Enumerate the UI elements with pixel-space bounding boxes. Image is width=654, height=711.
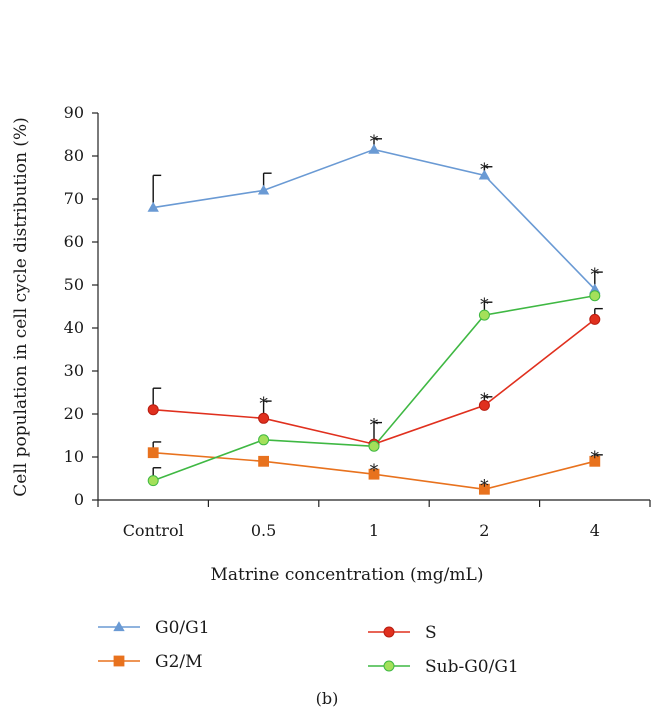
data-point-sub-g0-g1 [478, 309, 490, 321]
significance-star-g0-g1: * [591, 265, 600, 285]
y-tick-label: 70 [64, 189, 84, 208]
y-tick-label: 30 [64, 361, 84, 380]
significance-star-g2-m: * [591, 448, 600, 468]
data-point-s [147, 404, 159, 416]
legend-swatch-marker [383, 660, 395, 672]
data-point-sub-g0-g1 [589, 290, 601, 302]
data-point-g2-m [589, 455, 601, 467]
data-point-sub-g0-g1 [147, 475, 159, 487]
legend-label: Sub-G0/G1 [425, 657, 519, 677]
data-point-g0-g1 [478, 169, 491, 180]
x-tick-label: 1 [369, 521, 379, 540]
significance-star-g2-m: * [480, 476, 489, 496]
legend-label: G0/G1 [155, 618, 210, 638]
x-tick-label: 2 [479, 521, 489, 540]
legend: G0/G1 S G2/M Sub-G0/G1 [98, 618, 519, 677]
data-point-sub-g0-g1 [258, 434, 270, 446]
y-tick-label: 0 [74, 490, 84, 509]
legend-item-sub-g0-g1: Sub-G0/G1 [368, 657, 519, 677]
figure-label: (b) [316, 689, 339, 708]
x-tick-label: 4 [590, 521, 600, 540]
data-point-s [589, 313, 601, 325]
data-point-s [258, 412, 270, 424]
legend-item-s: S [368, 623, 437, 643]
data-point-g2-m [147, 447, 159, 459]
y-tick-label: 10 [64, 447, 84, 466]
significance-star-s: * [259, 394, 268, 414]
significance-markers: * * * * * * * * * * [259, 132, 599, 496]
x-tick-label: Control [123, 521, 184, 540]
y-tick-label: 80 [64, 146, 84, 165]
legend-swatch-marker [383, 626, 395, 638]
significance-star-s: * [370, 416, 379, 436]
x-tick-label: 0.5 [251, 521, 276, 540]
x-axis-title: Matrine concentration (mg/mL) [211, 565, 484, 585]
y-tick-label: 90 [64, 103, 84, 122]
chart-axes: 0 10 20 30 40 50 60 70 80 90 Control 0.5 1 2 4 [64, 103, 651, 540]
legend-label: S [425, 623, 437, 643]
significance-star-g2-m: * [370, 461, 379, 481]
legend-label: G2/M [155, 652, 203, 672]
significance-star-sub-g0-g1: * [480, 295, 489, 315]
y-axis-title: Cell population in cell cycle distributi… [11, 117, 31, 496]
data-point-g2-m [368, 468, 380, 480]
legend-item-g2-m: G2/M [98, 652, 203, 672]
data-point-g0-g1 [257, 184, 270, 195]
data-point-sub-g0-g1 [368, 440, 380, 452]
legend-swatch-marker [113, 655, 125, 667]
data-markers [147, 143, 601, 495]
data-point-s [478, 399, 490, 411]
y-tick-label: 40 [64, 318, 84, 337]
significance-star-g0-g1: * [370, 132, 379, 152]
series-line-sub-g0-g1 [152, 294, 595, 482]
series-line-g0-g1 [153, 148, 596, 290]
legend-swatch-marker [113, 621, 125, 632]
legend-item-g0-g1: G0/G1 [98, 618, 210, 638]
data-point-g0-g1 [368, 143, 380, 154]
significance-star-g0-g1: * [480, 160, 489, 180]
data-point-g2-m [258, 455, 270, 467]
y-tick-label: 60 [64, 232, 84, 251]
y-tick-label: 20 [64, 404, 84, 423]
data-point-g2-m [478, 483, 490, 495]
significance-star-s: * [480, 390, 489, 410]
data-point-g0-g1 [147, 201, 159, 212]
y-tick-label: 50 [64, 275, 84, 294]
